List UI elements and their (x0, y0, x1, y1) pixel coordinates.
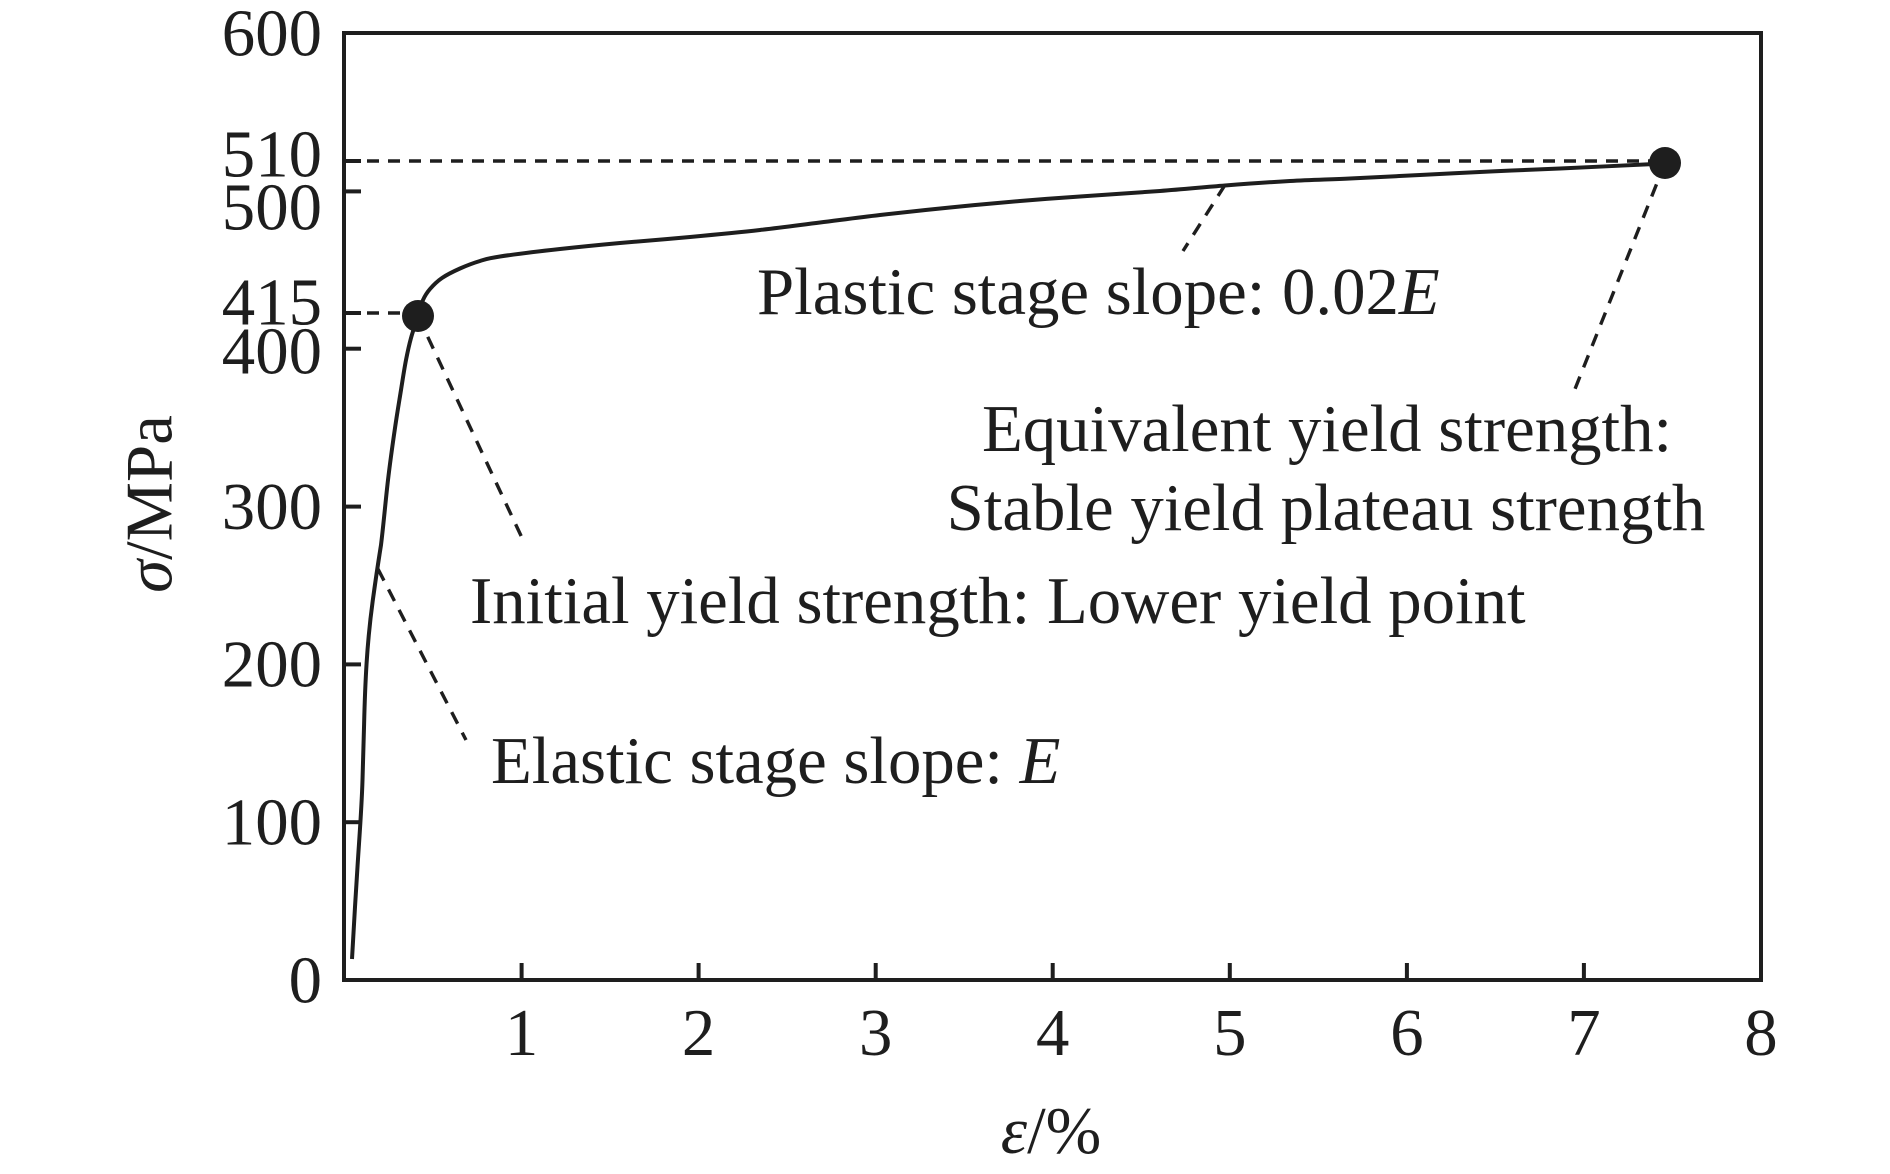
svg-text:ε/%: ε/% (1001, 1094, 1102, 1168)
svg-text:0: 0 (289, 943, 322, 1017)
svg-text:600: 600 (222, 0, 322, 70)
svg-text:1: 1 (505, 996, 538, 1070)
svg-text:415: 415 (222, 265, 322, 339)
svg-text:200: 200 (222, 628, 322, 702)
svg-text:Equivalent yield strength:: Equivalent yield strength: (982, 392, 1672, 466)
svg-text:Stable yield plateau strength: Stable yield plateau strength (947, 471, 1706, 545)
svg-text:3: 3 (859, 996, 892, 1070)
svg-text:100: 100 (222, 786, 322, 860)
svg-text:6: 6 (1390, 996, 1423, 1070)
svg-text:510: 510 (222, 117, 322, 191)
svg-text:5: 5 (1213, 996, 1246, 1070)
svg-text:Plastic stage slope: 0.02E: Plastic stage slope: 0.02E (757, 255, 1440, 329)
svg-text:500: 500 (222, 170, 322, 244)
svg-text:7: 7 (1567, 996, 1600, 1070)
svg-text:4: 4 (1036, 996, 1069, 1070)
svg-text:Elastic stage slope: E: Elastic stage slope: E (491, 724, 1060, 798)
svg-text:Initial yield strength: Lower: Initial yield strength: Lower yield poin… (470, 564, 1526, 638)
svg-text:400: 400 (222, 314, 322, 388)
svg-text:300: 300 (222, 470, 322, 544)
svg-text:σ/MPa: σ/MPa (112, 415, 186, 593)
svg-text:2: 2 (682, 996, 715, 1070)
svg-text:8: 8 (1744, 996, 1777, 1070)
